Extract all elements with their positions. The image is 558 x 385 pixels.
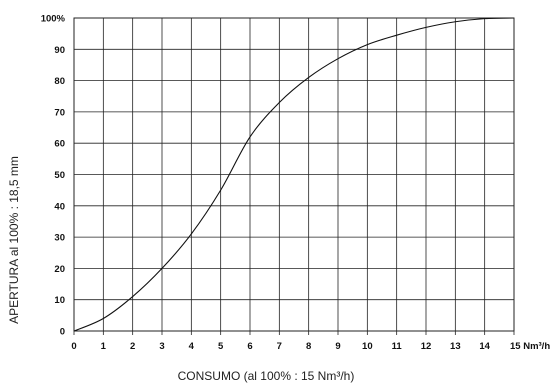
x-tick-label: 14 bbox=[479, 341, 490, 352]
x-tick-label: 9 bbox=[335, 341, 340, 352]
series-line bbox=[73, 17, 515, 332]
x-tick-label: 5 bbox=[218, 341, 224, 352]
x-tick-label: 7 bbox=[277, 341, 282, 352]
x-axis-title: CONSUMO (al 100% : 15 Nm³/h) bbox=[178, 369, 355, 383]
y-tick-label: 80 bbox=[54, 76, 65, 87]
y-axis-title: APERTURA al 100% : 18,5 mm bbox=[7, 156, 21, 324]
x-tick-label: 8 bbox=[306, 341, 311, 352]
x-tick-label: 1 bbox=[101, 341, 107, 352]
y-tick-label: 30 bbox=[54, 233, 65, 244]
y-tick-label: 100% bbox=[41, 14, 66, 25]
y-tick-label: 20 bbox=[54, 264, 65, 275]
x-tick-label: 2 bbox=[130, 341, 135, 352]
x-tick-label: 0 bbox=[71, 341, 76, 352]
x-tick-label: 6 bbox=[247, 341, 252, 352]
x-tick-label: 3 bbox=[159, 341, 164, 352]
y-axis-ticks: 0 10 20 30 40 50 60 70 80 90 100% bbox=[41, 14, 66, 338]
x-tick-label: 11 bbox=[392, 341, 403, 352]
y-tick-label: 60 bbox=[54, 139, 65, 150]
y-tick-label: 10 bbox=[54, 295, 65, 306]
series-layer bbox=[73, 17, 515, 332]
x-tick-label: 4 bbox=[189, 341, 195, 352]
x-tick-label: 13 bbox=[450, 341, 461, 352]
y-tick-label: 0 bbox=[60, 327, 65, 338]
grid bbox=[73, 17, 515, 335]
y-tick-label: 70 bbox=[54, 107, 65, 118]
x-tick-label: 12 bbox=[421, 341, 432, 352]
y-tick-label: 50 bbox=[54, 170, 65, 181]
y-tick-label: 90 bbox=[54, 45, 65, 56]
x-axis-ticks: 0 1 2 3 4 5 6 7 8 9 10 11 12 13 14 15 Nm³/h bbox=[71, 341, 550, 352]
x-tick-label: 10 bbox=[362, 341, 373, 352]
y-tick-label: 40 bbox=[54, 201, 65, 212]
plot-frame bbox=[73, 17, 515, 332]
x-tick-label: 15 Nm³/h bbox=[510, 341, 550, 352]
